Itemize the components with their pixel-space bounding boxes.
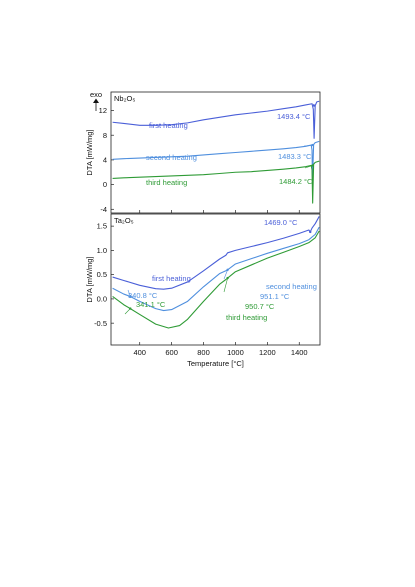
- series-label-first-heating: first heating: [152, 274, 191, 283]
- annotation-leader: [223, 277, 228, 293]
- annotation-label: 1469.0 °C: [264, 218, 298, 227]
- annotation-point: [226, 276, 229, 280]
- annotation-point: [312, 104, 316, 107]
- x-tick-label: 1400: [291, 348, 308, 357]
- nb2o5-panel: -4 0 4 8 12 DTA [mW/mg] exo Nb₂O₅ first heating s…: [85, 90, 321, 214]
- y-tick-label: 1.5: [97, 222, 107, 231]
- series-line-third-heating: [112, 160, 320, 204]
- x-axis-label: Temperature [°C]: [187, 359, 244, 368]
- series-label-third-heating: third heating: [146, 178, 187, 187]
- annotation-label: 950.7 °C: [245, 302, 275, 311]
- annotation-point: [309, 230, 312, 234]
- exo-arrow-head-icon: [93, 98, 99, 103]
- y-tick-label: 4: [103, 156, 107, 165]
- series-label-first-heating: first heating: [149, 121, 188, 130]
- y-tick-label: 1.0: [97, 246, 107, 255]
- annotation-point: [311, 143, 314, 147]
- series-line-first-heating: [112, 100, 320, 139]
- panel-label: Ta₂O₅: [114, 216, 134, 225]
- annotation-leader: [303, 144, 313, 147]
- plot-frame: [110, 91, 321, 214]
- series-label-third-heating: third heating: [226, 313, 267, 322]
- annotation-label: 1483.3 °C: [278, 152, 312, 161]
- series-label-second-heating: second heating: [266, 282, 317, 291]
- annotation-point: [311, 164, 314, 167]
- series-line-first-heating: [112, 216, 320, 290]
- plot-frame: [110, 213, 321, 346]
- y-tick-label: 0.5: [97, 270, 107, 279]
- y-tick-label: 0: [103, 180, 107, 189]
- y-axis-label: DTA [mW/mg]: [85, 129, 94, 175]
- annotation-point: [129, 307, 132, 310]
- annotation-leader: [304, 165, 313, 169]
- x-tick-label: 800: [197, 348, 210, 357]
- y-axis-label: DTA [mW/mg]: [85, 256, 94, 302]
- y-tick-label: -4: [100, 205, 107, 214]
- series-line-second-heating: [112, 140, 320, 182]
- series-line-second-heating: [112, 226, 320, 312]
- x-tick-label: 1000: [227, 348, 244, 357]
- annotation-point: [129, 295, 132, 298]
- series-line-third-heating: [112, 230, 320, 329]
- annotation-label: 1484.2 °C: [279, 177, 313, 186]
- x-tick-label: 400: [133, 348, 146, 357]
- x-tick-label: 600: [165, 348, 178, 357]
- annotation-leader: [124, 308, 131, 315]
- annotation-label: 1493.4 °C: [277, 112, 311, 121]
- exo-label: exo: [90, 90, 102, 99]
- panel-label: Nb₂O₅: [114, 94, 135, 103]
- annotation-label: 951.1 °C: [260, 292, 290, 301]
- annotation-leader: [223, 269, 228, 280]
- y-tick-label: 8: [103, 131, 107, 140]
- annotation-label: 341.1 °C: [136, 300, 166, 309]
- annotation-point: [226, 268, 229, 271]
- y-tick-label: 0.0: [97, 295, 107, 304]
- y-tick-label: -0.5: [94, 319, 107, 328]
- y-tick-label: 12: [99, 106, 107, 115]
- series-label-second-heating: second heating: [146, 153, 197, 162]
- annotation-label: 340.8 °C: [128, 291, 158, 300]
- x-tick-label: 1200: [259, 348, 276, 357]
- ta2o5-panel: -0.5 0.0 0.5 1.0 1.5 400 600 800 1000 1200 1400 DTA…: [85, 213, 321, 368]
